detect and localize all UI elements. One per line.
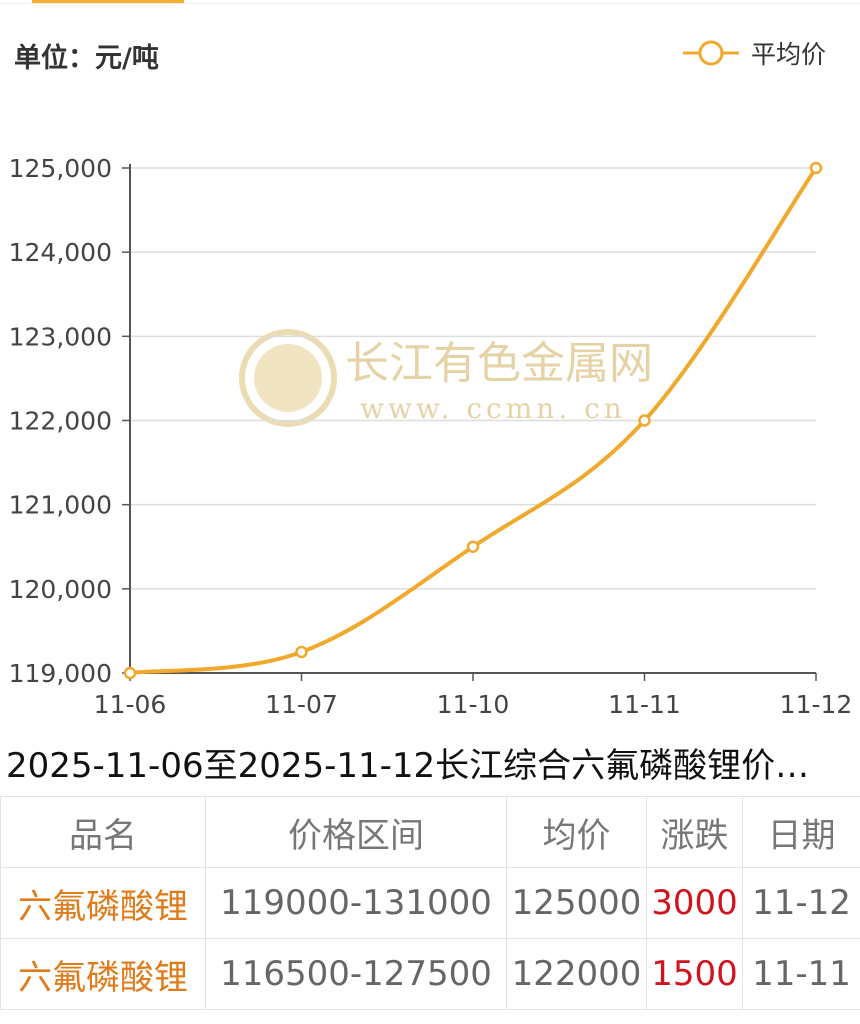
unit-label: 单位：元/吨 — [14, 43, 159, 74]
product-name-link[interactable]: 六氟磷酸锂 — [0, 938, 206, 1010]
date-cell: 11-11 — [742, 938, 860, 1010]
y-tick-label: 124,000 — [9, 238, 112, 267]
x-tick-label: 11-12 — [780, 690, 853, 719]
header-change: 涨跌 — [646, 796, 743, 868]
chart-legend[interactable]: 平均价 — [682, 36, 826, 70]
legend-line-marker-icon — [682, 40, 739, 66]
line-chart: 长江有色金属网 www. ccmn. cn 119,000 120,000 121,… — [9, 154, 853, 719]
y-tick-label: 120,000 — [9, 575, 112, 604]
x-tick-label: 11-10 — [437, 690, 510, 719]
average-price-cell: 125000 — [506, 867, 647, 939]
watermark-logo-inner-icon — [254, 344, 322, 412]
price-range-cell: 119000-131000 — [205, 867, 507, 939]
header-price-range: 价格区间 — [205, 796, 507, 868]
watermark-url: www. ccmn. cn — [360, 392, 626, 425]
table-row: 六氟磷酸锂 119000-131000 125000 3000 11-12 — [0, 867, 860, 939]
data-point[interactable] — [638, 414, 651, 427]
product-name-link[interactable]: 六氟磷酸锂 — [0, 867, 206, 939]
header-product: 品名 — [0, 796, 206, 868]
average-price-cell: 122000 — [506, 938, 647, 1010]
header-average: 均价 — [506, 796, 647, 868]
series-line-avg-price — [128, 166, 818, 675]
change-cell: 1500 — [646, 938, 743, 1010]
data-point[interactable] — [466, 540, 480, 553]
tab-bar-divider — [0, 3, 860, 4]
data-point[interactable] — [123, 666, 137, 680]
watermark-logo-icon — [239, 329, 337, 427]
price-table: 品名 价格区间 均价 涨跌 日期 六氟磷酸锂 119000-131000 125… — [0, 796, 860, 1010]
table-header-row: 品名 价格区间 均价 涨跌 日期 — [0, 796, 860, 868]
change-cell: 3000 — [646, 867, 743, 939]
y-tick-label: 119,000 — [9, 659, 112, 688]
chart-title: 2025-11-06至2025-11-12长江综合六氟磷酸锂价… — [6, 746, 810, 786]
date-cell: 11-12 — [742, 867, 860, 939]
x-tick-label: 11-07 — [265, 690, 338, 719]
y-tick-label: 121,000 — [9, 491, 112, 520]
price-range-cell: 116500-127500 — [205, 938, 507, 1010]
data-point[interactable] — [809, 161, 823, 175]
watermark-name: 长江有色金属网 — [345, 338, 653, 389]
legend-series-label: 平均价 — [750, 40, 826, 69]
table-row: 六氟磷酸锂 116500-127500 122000 1500 11-11 — [0, 938, 860, 1010]
header-date: 日期 — [742, 796, 860, 868]
x-tick-label: 11-11 — [608, 690, 681, 719]
active-tab-indicator[interactable] — [32, 0, 184, 4]
y-tick-label: 125,000 — [9, 154, 112, 183]
watermark: 长江有色金属网 www. ccmn. cn — [239, 329, 653, 427]
y-tick-label: 123,000 — [9, 322, 112, 351]
x-tick-label: 11-06 — [94, 690, 167, 719]
y-tick-label: 122,000 — [9, 407, 112, 436]
data-point[interactable] — [295, 645, 308, 659]
